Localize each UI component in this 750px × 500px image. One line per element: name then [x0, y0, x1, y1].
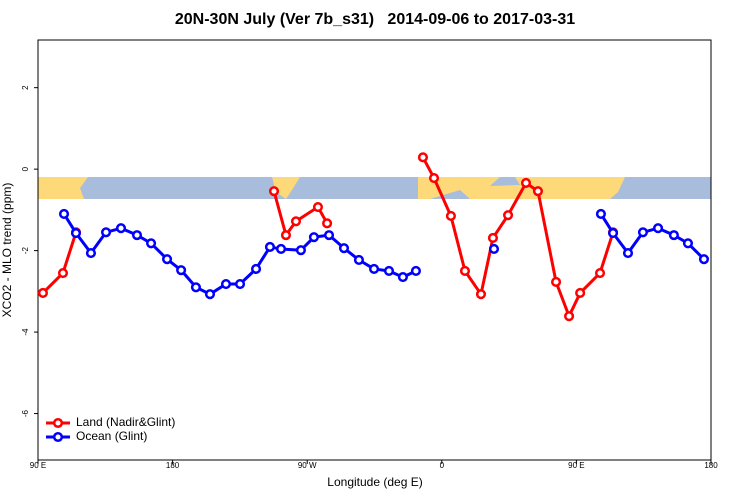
data-point	[312, 201, 324, 213]
data-point	[575, 287, 586, 299]
data-point	[295, 245, 306, 256]
data-point	[682, 238, 694, 249]
legend-label: Ocean (Glint)	[76, 429, 147, 443]
data-point	[475, 289, 487, 300]
data-point	[100, 227, 112, 238]
series-line	[62, 213, 706, 296]
data-point	[488, 243, 500, 255]
data-point	[268, 186, 280, 197]
x-tick-label: 180	[704, 461, 718, 470]
data-point	[383, 265, 395, 277]
data-point	[698, 254, 710, 265]
data-point	[322, 218, 333, 229]
legend-marker	[52, 417, 64, 429]
data-point	[595, 208, 606, 219]
data-point	[323, 230, 335, 241]
data-point	[251, 263, 262, 274]
data-point	[653, 223, 664, 234]
data-point	[290, 216, 302, 227]
data-point	[190, 282, 201, 293]
data-point	[551, 276, 562, 288]
x-tick-label: 90 E	[30, 461, 46, 470]
data-point	[410, 265, 421, 277]
legend-label: Land (Nadir&Glint)	[76, 415, 175, 429]
data-point	[280, 230, 292, 241]
y-axis-label: XCO2 - MLO trend (ppm)	[0, 183, 14, 318]
data-point	[70, 228, 82, 239]
data-point	[204, 289, 216, 300]
data-point	[162, 254, 173, 265]
data-point	[369, 263, 380, 274]
data-point	[607, 228, 619, 239]
data-point	[264, 241, 276, 252]
data-point	[115, 223, 127, 234]
data-point	[234, 278, 246, 290]
x-axis-label: Longitude (deg E)	[327, 475, 422, 489]
data-point	[637, 227, 649, 238]
data-point	[428, 173, 440, 184]
data-point	[564, 311, 575, 322]
x-tick-label: 90 E	[568, 461, 584, 470]
data-point	[520, 177, 532, 189]
legend-marker	[52, 431, 64, 443]
data-point	[397, 272, 408, 283]
chart-title: 20N-30N July (Ver 7b_s31) 2014-09-06 to …	[175, 11, 575, 28]
data-point	[37, 287, 48, 299]
data-point	[487, 232, 498, 244]
data-point	[622, 248, 634, 259]
data-point	[668, 230, 679, 241]
y-tick-label: -4	[21, 328, 30, 336]
data-point	[445, 210, 456, 222]
data-point	[176, 265, 187, 276]
data-point	[57, 267, 69, 279]
data-point	[338, 243, 350, 254]
data-point	[85, 248, 96, 259]
x-tick-label: 0	[440, 461, 445, 470]
data-point	[594, 267, 606, 279]
x-tick-label: 180	[166, 461, 180, 470]
data-point	[146, 238, 157, 249]
data-point	[459, 265, 471, 277]
data-point	[417, 152, 429, 163]
y-tick-label: -2	[21, 247, 30, 255]
data-point	[503, 210, 514, 221]
data-point	[532, 186, 544, 197]
y-tick-label: 2	[21, 85, 30, 90]
x-tick-label: 90 W	[298, 461, 317, 470]
map-strip	[38, 177, 711, 199]
plot-frame	[37, 39, 712, 461]
data-point	[220, 278, 232, 290]
y-tick-label: -6	[21, 409, 30, 417]
data-point	[308, 232, 319, 243]
data-point	[275, 243, 287, 255]
data-point	[353, 254, 364, 266]
data-point	[58, 208, 70, 219]
y-tick-label: 0	[21, 166, 30, 171]
data-point	[131, 230, 143, 241]
